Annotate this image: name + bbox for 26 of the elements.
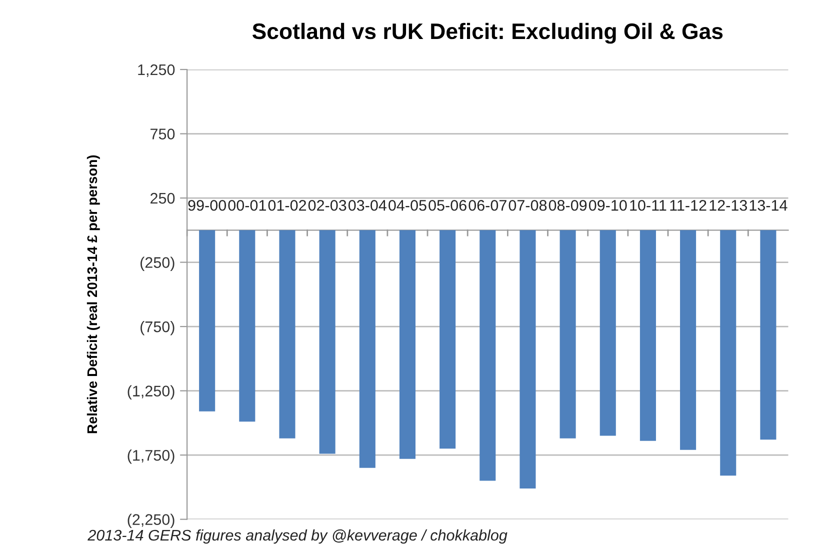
x-tick-label: 99-00: [188, 200, 226, 211]
x-tick-label: 04-05: [388, 200, 426, 211]
x-tick-label: 12-13: [710, 200, 747, 211]
x-tick-label: 07-08: [508, 200, 547, 211]
y-tick-label: (2,250): [128, 514, 174, 528]
x-tick-label: 11-12: [670, 200, 706, 211]
y-axis-title: Relative Deficit (real 2013-14 £ per person): [86, 155, 100, 434]
x-tick-label: 10-11: [630, 200, 666, 211]
x-tick-label: 08-09: [548, 200, 587, 211]
y-tick-label: 750: [150, 128, 175, 140]
y-tick-label: (1,750): [128, 450, 174, 464]
x-tick-label: 00-01: [228, 200, 266, 211]
x-tick-label: 06-07: [468, 200, 506, 211]
chart-title: Scotland vs rUK Deficit: Excluding Oil & Gas: [252, 22, 723, 44]
x-tick-label: 03-04: [348, 200, 386, 211]
x-tick-label: 01-02: [268, 200, 306, 211]
y-tick-label: 250: [150, 192, 175, 204]
text: 2013-14 GERS figures analysed by @kevverage / chokkablog: [88, 529, 508, 544]
y-tick-label: (250): [140, 256, 174, 271]
x-tick-label: 09-10: [588, 200, 627, 211]
y-tick-label: (1,250): [128, 385, 174, 400]
x-tick-label: 02-03: [308, 200, 346, 211]
y-tick-label: 1,250: [138, 64, 175, 77]
y-tick-label: (750): [140, 320, 174, 336]
x-tick-label: 13-14: [750, 200, 788, 211]
x-tick-label: 05-06: [428, 200, 466, 211]
